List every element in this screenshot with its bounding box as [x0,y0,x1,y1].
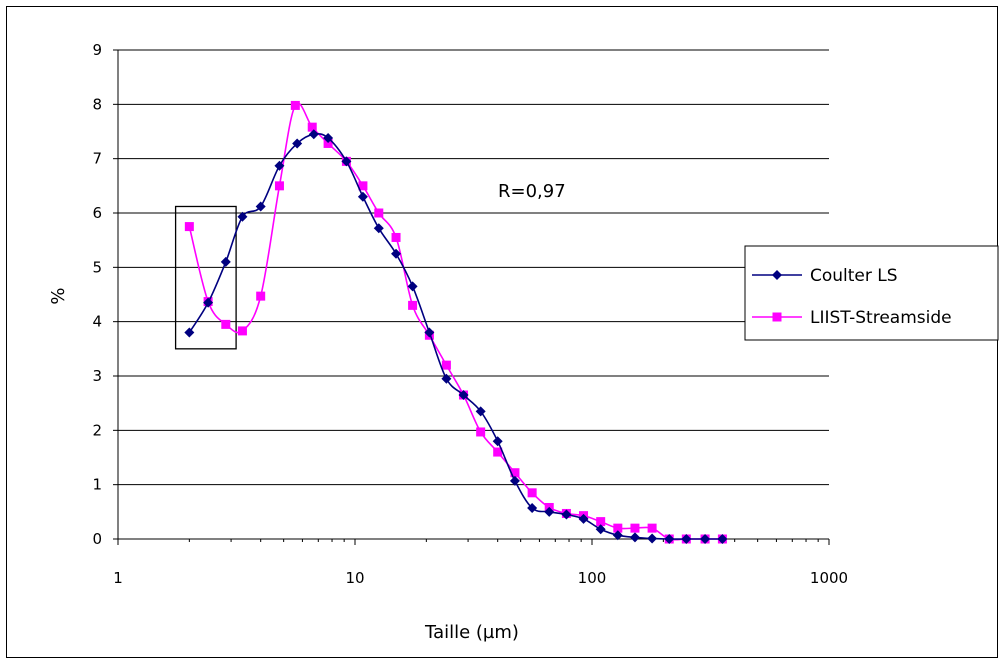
data-point [717,534,728,544]
y-tick-label: 7 [92,150,102,168]
y-tick-label: 1 [92,476,102,494]
data-point [647,523,657,533]
legend-label-coulter: Coulter LS [810,266,898,286]
data-point [323,138,333,148]
data-point [527,503,538,514]
data-point [292,138,303,149]
y-tick-label: 8 [92,95,102,113]
legend-marker [772,312,782,322]
data-point [391,232,401,242]
data-point [493,447,503,457]
data-point [527,488,537,498]
data-point [307,122,317,132]
highlight-box-group [174,205,237,350]
data-point [308,129,319,140]
data-point [373,223,384,234]
data-point [595,524,606,535]
series-group [184,100,728,544]
legend-label-liist: LIIST-Streamside [810,308,952,328]
data-point [274,160,285,171]
data-point [374,208,384,218]
data-point [476,427,486,437]
data-point [407,281,418,292]
correlation-annotation: R=0,97 [498,181,566,202]
data-point [647,533,658,544]
data-point [424,327,435,338]
data-point [255,201,266,212]
data-point [184,327,195,338]
data-point [613,523,623,533]
data-point [578,513,589,524]
data-point [274,181,284,191]
x-axis-title: Taille (µm) [424,622,519,643]
data-point [237,211,248,222]
series-coulter-ls [184,129,728,544]
data-point [290,100,300,110]
data-point [629,532,640,543]
data-point [596,517,606,527]
data-point [221,319,231,329]
x-tick-label: 1000 [810,569,848,587]
gridlines [118,49,829,486]
data-point [441,360,451,370]
data-point [630,523,640,533]
data-point [544,506,555,517]
data-point [323,133,334,144]
x-tick-label: 1 [113,569,123,587]
data-point [237,326,247,336]
data-point [664,534,675,544]
x-tick-label: 100 [578,569,607,587]
x-tick-label: 10 [345,569,364,587]
data-point [681,534,692,544]
data-point [358,181,368,191]
data-point [561,509,572,520]
data-point [612,530,623,541]
series-line [188,132,723,540]
y-tick-label: 4 [92,313,102,331]
y-tick-label: 3 [92,367,102,385]
y-tick-label: 6 [92,204,102,222]
data-point [256,291,266,301]
data-point [441,373,452,384]
data-point [475,406,486,417]
tick-labels: 0 1 2 3 4 5 6 7 8 9 1 10 100 1000 [92,41,848,587]
data-point [220,256,231,267]
y-tick-label: 9 [92,41,102,59]
legend: Coulter LS LIIST-Streamside [744,245,999,341]
y-tick-label: 2 [92,421,102,439]
data-point [509,475,520,486]
data-point [203,297,214,308]
data-point [492,436,503,447]
y-axis-title: % [48,287,69,304]
legend-marker [772,270,782,280]
data-point [341,156,352,167]
data-point [391,248,402,259]
data-point [357,191,368,202]
y-tick-label: 5 [92,258,102,276]
data-point [408,300,418,310]
highlight-box [174,205,237,350]
data-point [458,390,469,401]
legend-box [744,245,999,341]
data-point [510,468,520,478]
axes [113,49,830,545]
data-point [184,222,194,232]
data-point [700,534,711,544]
series-liist-streamside [184,100,727,544]
y-tick-label: 0 [92,530,102,548]
